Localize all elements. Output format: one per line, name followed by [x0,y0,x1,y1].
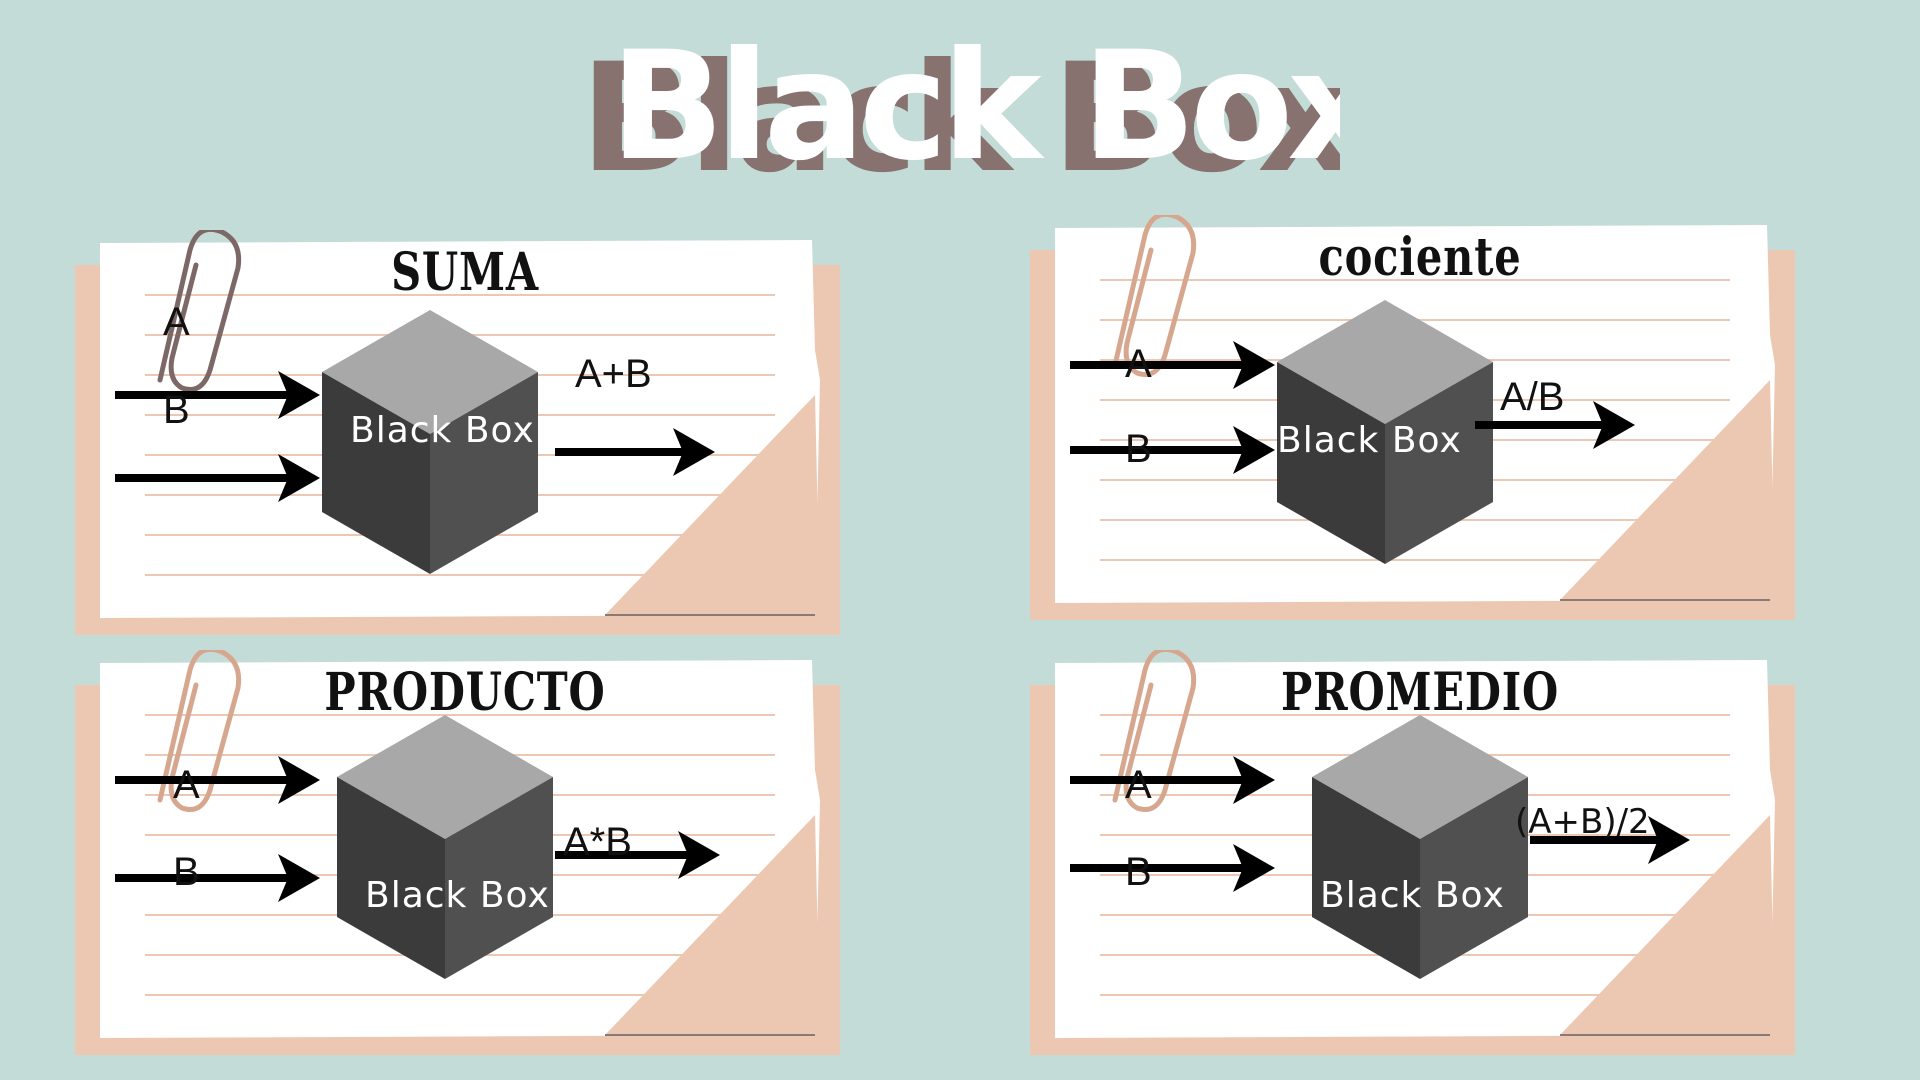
output-label: A/B [1500,375,1565,419]
input-a-label: A [1125,342,1152,386]
paperclip-icon [1112,650,1197,812]
black-box-label: Black Box [350,410,535,451]
output-label: A*B [563,820,632,864]
card-1: SUMA A B A+B Black Box [75,230,855,650]
input-b-label: B [1125,427,1152,471]
card-title: PRODUCTO [324,662,606,723]
input-b-label: B [173,850,200,894]
black-box-label: Black Box [365,875,550,916]
main-title: Black Box Black Box [560,20,1388,206]
output-label: (A+B)/2 [1515,802,1650,842]
title-shadow: Black Box [580,32,1340,200]
card-title: SUMA [391,242,539,303]
card-title: cociente [1318,227,1522,288]
title-text: Black Box [610,20,1340,194]
input-a-label: A [1125,763,1152,807]
card-title: PROMEDIO [1280,662,1560,723]
paperclip-icon [157,230,242,392]
folded-corner [1560,815,1775,1035]
folded-corner [605,395,820,615]
output-label: A+B [575,352,652,396]
input-a-label: A [173,763,200,807]
black-box-label: Black Box [1320,875,1505,916]
input-a-label: A [163,300,190,344]
input-b-label: B [163,388,190,432]
card-2: cociente A B A/B Black Box [1030,215,1810,635]
folded-corner [1560,380,1775,600]
card-4: PROMEDIO A B (A+B)/2 Black Box [1030,650,1810,1070]
black-box-label: Black Box [1277,420,1462,461]
input-b-label: B [1125,850,1152,894]
folded-corner [605,815,820,1035]
paperclip-icon [157,650,242,812]
card-3: PRODUCTO A B A*B Black Box [75,650,855,1070]
